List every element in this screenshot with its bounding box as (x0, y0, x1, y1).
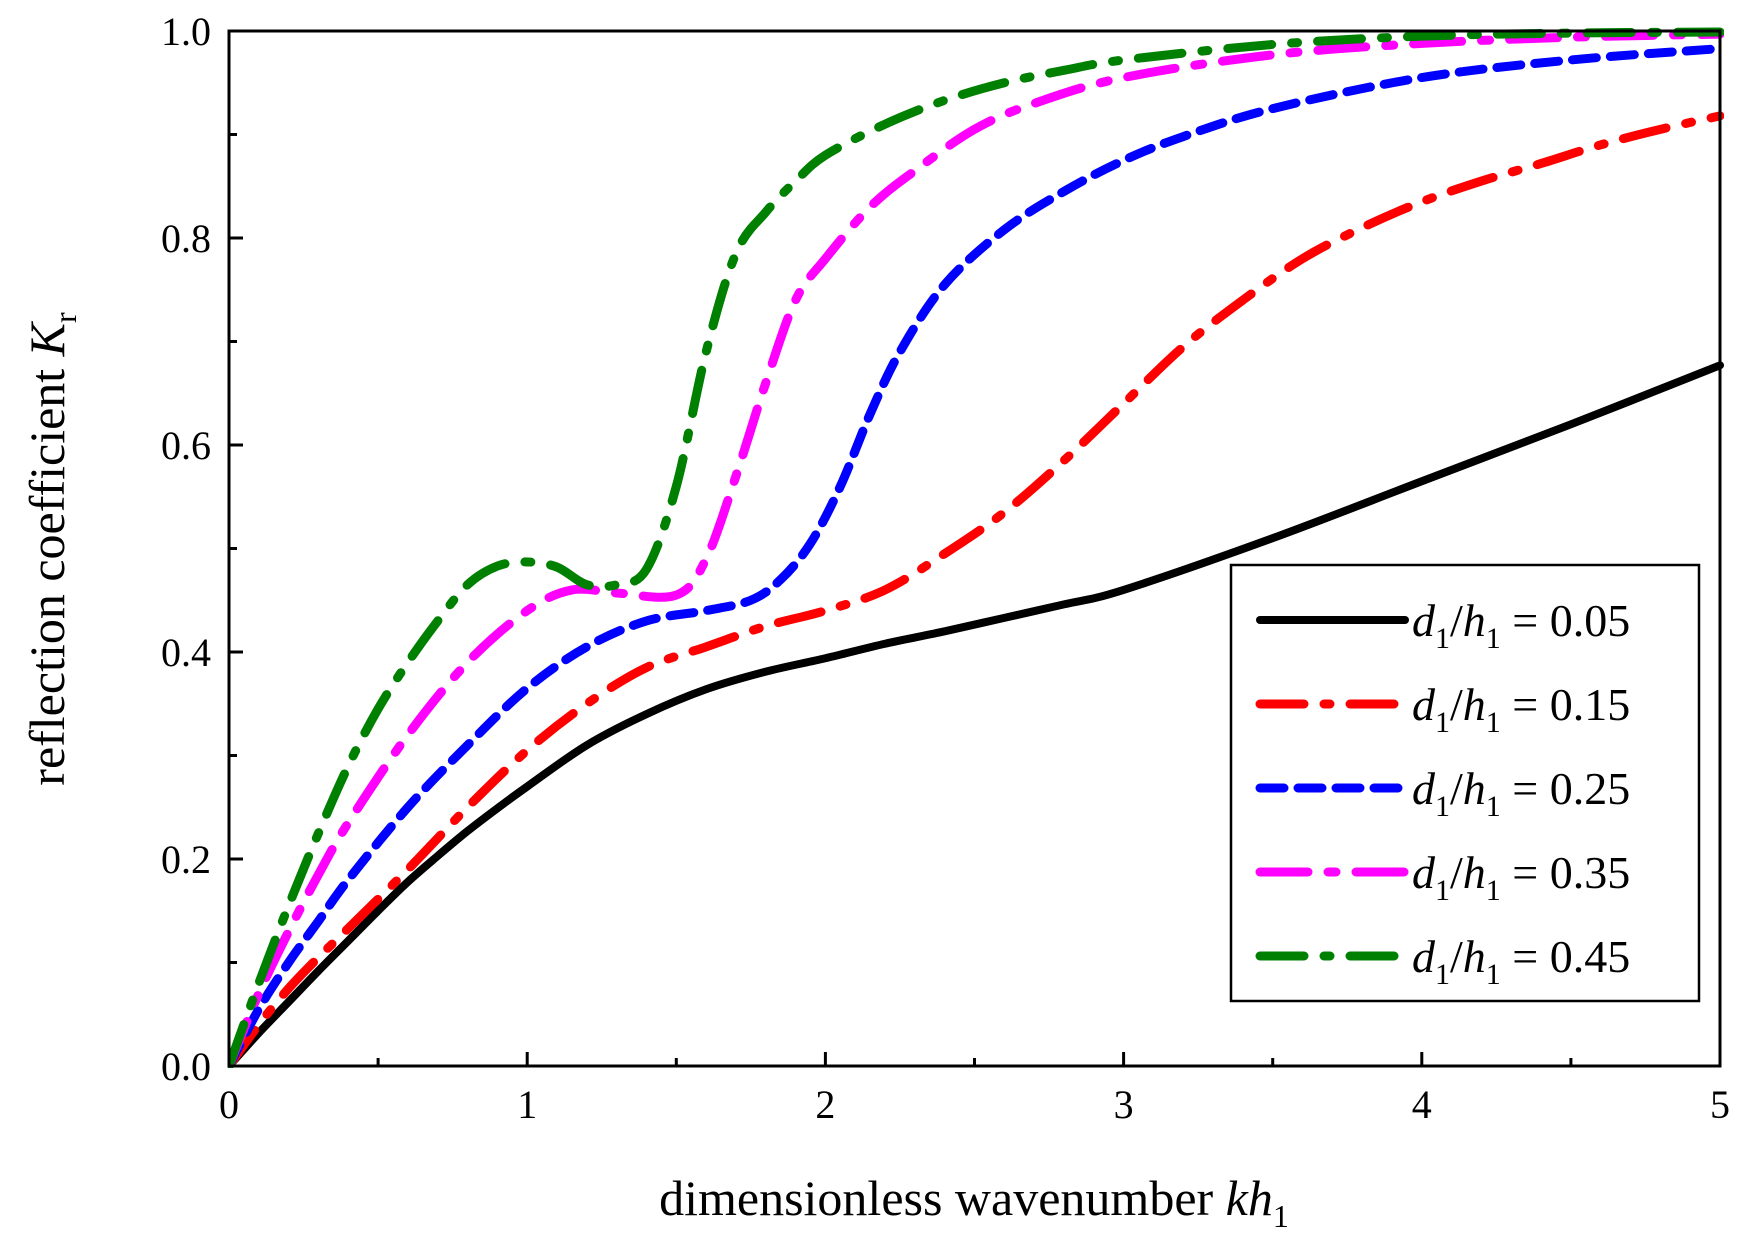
series-line-4 (228, 27, 1724, 1068)
series-line-3 (228, 29, 1724, 1068)
y-axis-title-main: reflection coefficient (19, 356, 75, 785)
legend-box (1229, 563, 1701, 1003)
y-tick-label-4: 0.8 (161, 216, 211, 261)
series-line-1 (228, 111, 1724, 1068)
y-tick-label-3: 0.6 (161, 423, 211, 468)
legend: d1/h1 = 0.05 d1/h1 = 0.15 d1/h1 = 0.25 d1/h… (1229, 563, 1701, 1003)
series-line-0 (228, 361, 1724, 1068)
y-tick-label-1: 0.2 (161, 837, 211, 882)
x-axis-title-sub: 1 (1273, 1198, 1289, 1234)
legend-label-2: d1/h1 = 0.25 (1412, 763, 1630, 823)
x-axis-title-italic: kh (1226, 1170, 1273, 1226)
x-axis-title: dimensionless wavenumber kh1 (659, 1170, 1289, 1234)
tick-labels: 0 1 2 3 4 5 0.0 0.2 0.4 0.6 0.8 1.0 (161, 9, 1730, 1127)
x-tick-label-3: 3 (1114, 1082, 1134, 1127)
y-tick-label-2: 0.4 (161, 630, 211, 675)
legend-label-1: d1/h1 = 0.15 (1412, 679, 1630, 739)
y-axis-title-italic: K (19, 320, 75, 357)
x-tick-label-4: 4 (1412, 1082, 1432, 1127)
legend-label-3: d1/h1 = 0.35 (1412, 847, 1630, 907)
x-tick-label-5: 5 (1710, 1082, 1730, 1127)
x-tick-label-1: 1 (517, 1082, 537, 1127)
legend-label-4: d1/h1 = 0.45 (1412, 931, 1630, 991)
x-tick-label-0: 0 (219, 1082, 239, 1127)
y-tick-label-5: 1.0 (161, 9, 211, 54)
plot-frame (227, 29, 1722, 1068)
y-tick-label-0: 0.0 (161, 1044, 211, 1089)
series-lines (228, 27, 1724, 1068)
y-axis-title-sub: r (47, 312, 83, 323)
series-line-2 (228, 44, 1724, 1068)
x-tick-label-2: 2 (815, 1082, 835, 1127)
y-axis-title: reflection coefficient Kr (19, 312, 83, 786)
x-axis-title-main: dimensionless wavenumber (659, 1170, 1226, 1226)
legend-label-0: d1/h1 = 0.05 (1412, 595, 1630, 655)
